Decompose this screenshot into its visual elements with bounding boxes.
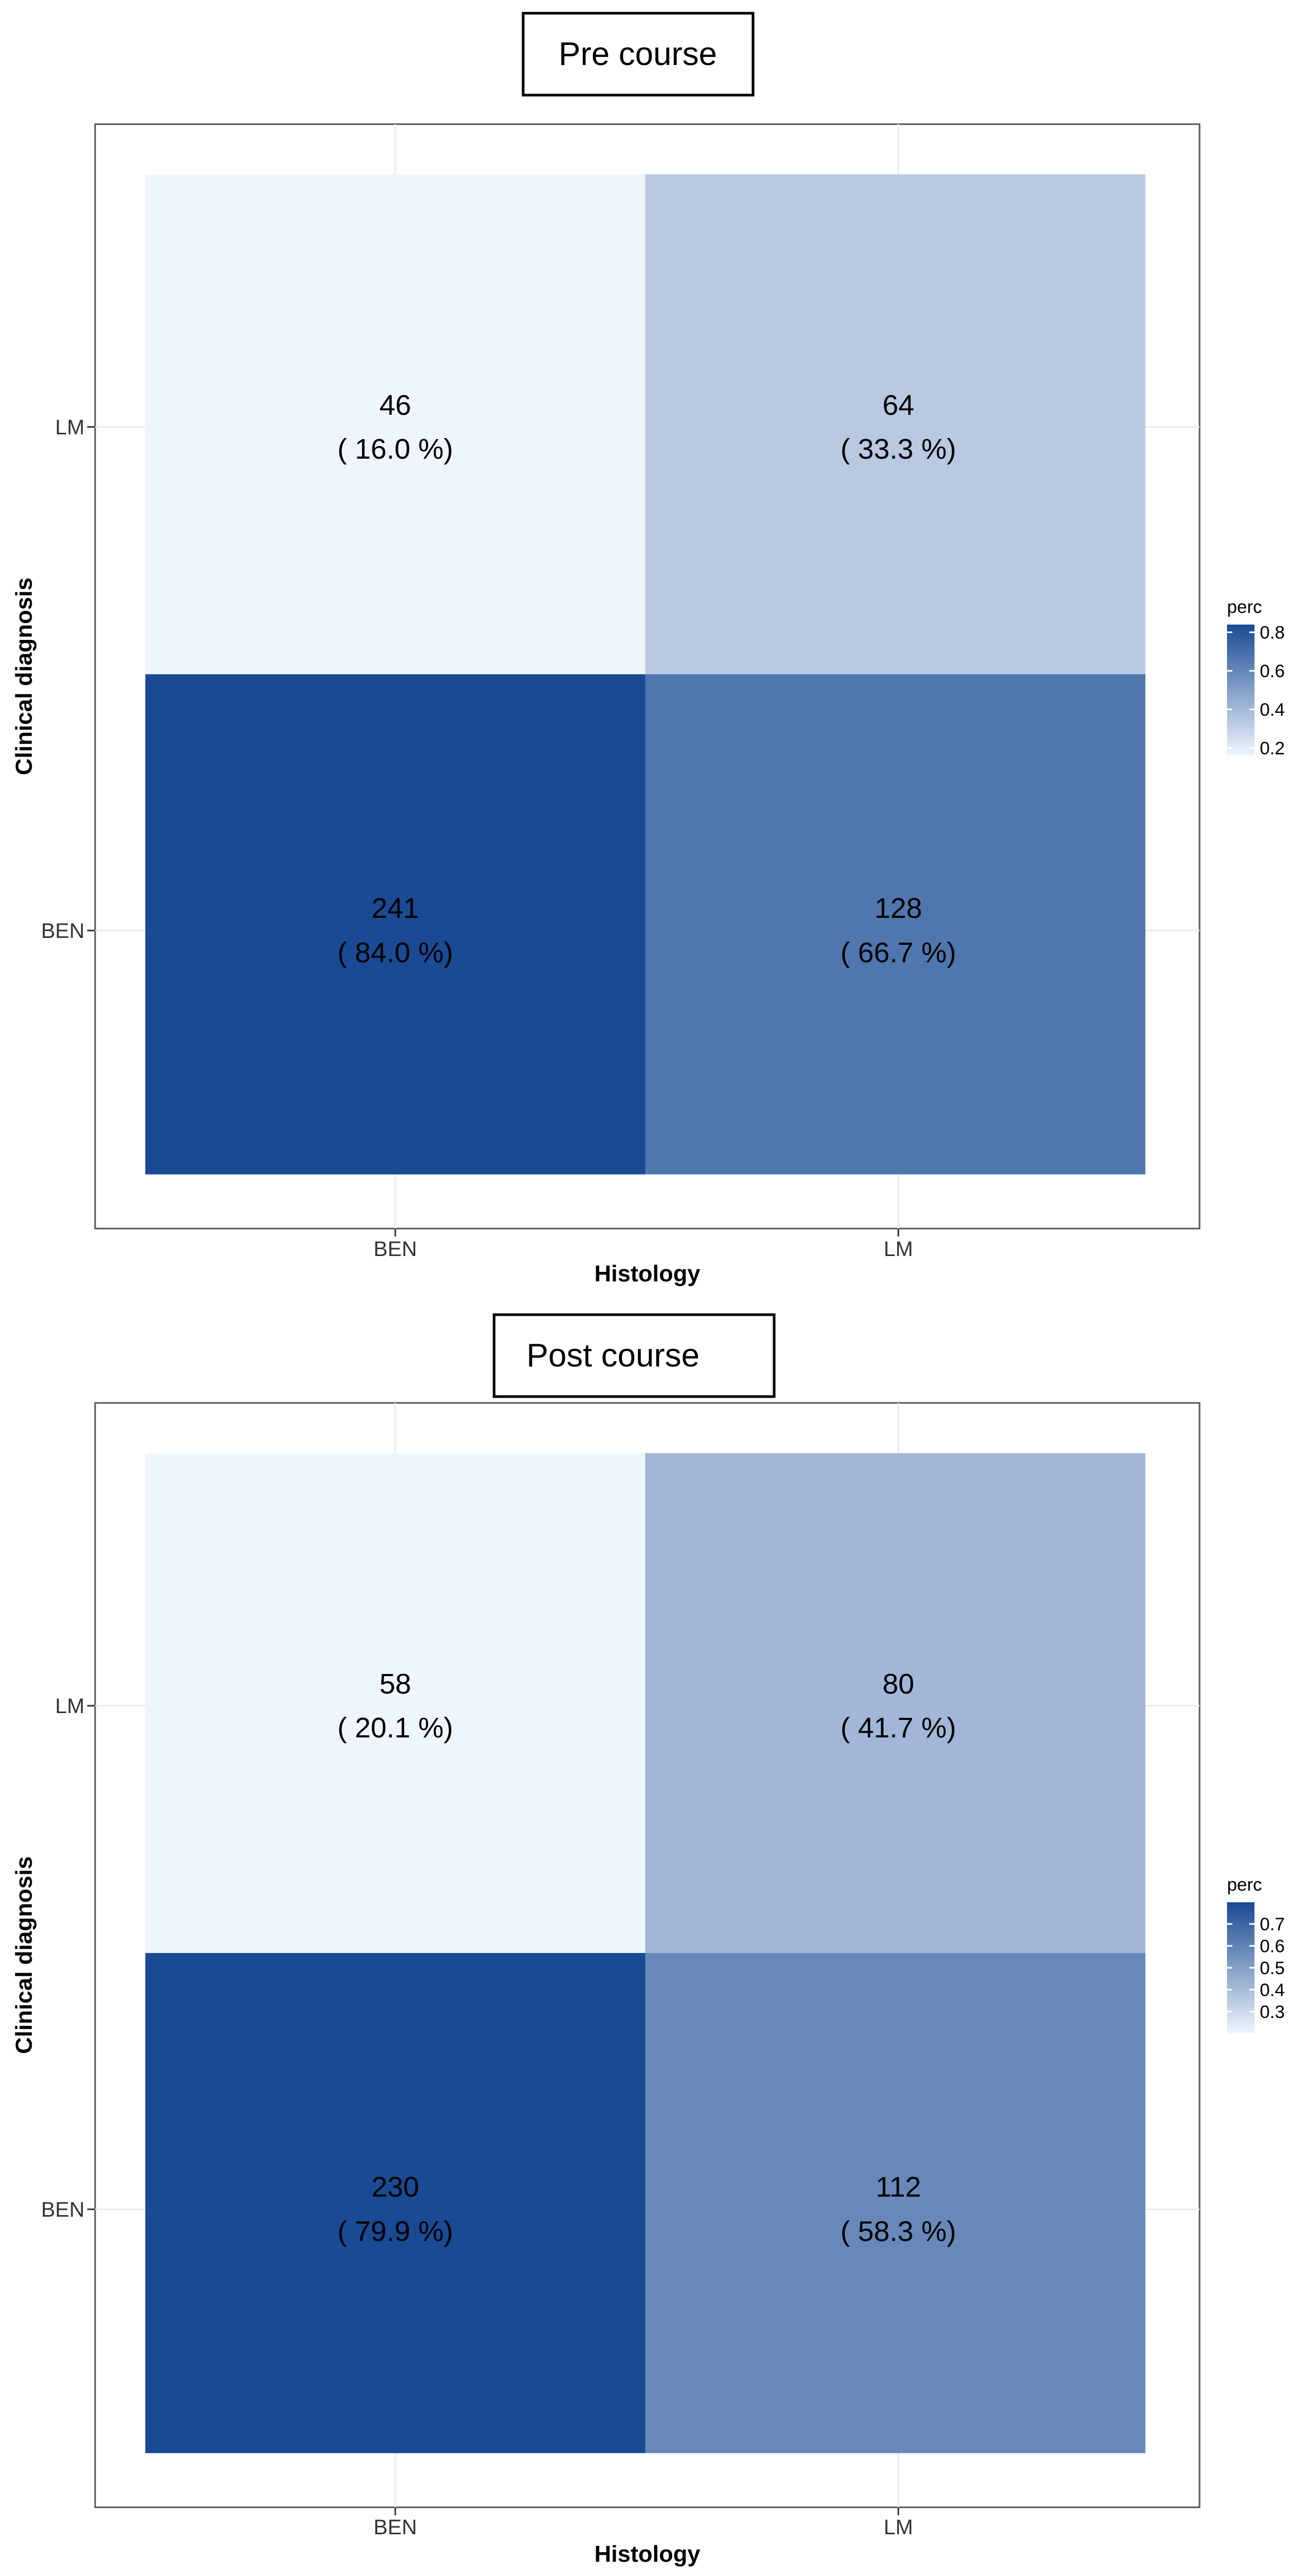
chart-title: Pre course [559, 36, 717, 72]
color-legend: perc 0.8 0.6 0.4 0.2 [1227, 597, 1285, 758]
legend-colorbar [1227, 625, 1254, 756]
heatmap-cell-ben-ben [145, 1953, 646, 2453]
cell-percent-ben-lm: ( 16.0 %) [337, 433, 453, 465]
cell-count-lm-ben: 112 [876, 2171, 921, 2203]
x-tick-label-ben: BEN [374, 1238, 417, 1261]
title-box [492, 1313, 776, 1398]
x-tick-label-lm: LM [884, 2516, 913, 2539]
y-tick-label-ben: BEN [41, 919, 85, 943]
legend-tick-label: 0.6 [1260, 1937, 1285, 1957]
legend-ticks: 0.70.60.50.40.3 [1227, 1914, 1285, 2022]
y-axis: LM BEN Clinical diagnosis [11, 1695, 95, 2221]
cell-count-ben-lm: 46 [379, 389, 411, 421]
y-axis-title: Clinical diagnosis [11, 578, 37, 775]
y-axis-title: Clinical diagnosis [11, 1856, 37, 2054]
y-tick-label-lm: LM [55, 1695, 85, 1718]
x-tick-label-lm: LM [884, 1238, 913, 1261]
cell-count-ben-ben: 241 [371, 892, 419, 924]
heatmap-cells [145, 1453, 1146, 2453]
title-box [522, 12, 755, 97]
cell-count-lm-ben: 128 [875, 892, 922, 924]
legend-tick-label: 0.6 [1260, 662, 1285, 682]
x-axis-title: Histology [594, 1261, 701, 1287]
x-axis: BEN LM Histology [374, 1229, 913, 1287]
cell-percent-lm-lm: ( 33.3 %) [840, 433, 956, 465]
legend-tick-label: 0.2 [1260, 738, 1285, 758]
heatmap-cell-labels: 46 ( 16.0 %) 64 ( 33.3 %) 241 ( 84.0 %) … [337, 389, 956, 969]
y-tick-label-lm: LM [55, 416, 85, 439]
cell-count-lm-lm: 64 [882, 389, 914, 421]
legend-ticks: 0.8 0.6 0.4 0.2 [1227, 623, 1285, 758]
heatmap-panel-pre: Pre course 46 ( 16.0 %) 64 ( 33.3 %) 241… [11, 12, 1285, 1287]
y-axis: LM BEN Clinical diagnosis [11, 416, 95, 943]
cell-percent-ben-lm: ( 20.1 %) [337, 1712, 453, 1744]
legend-tick-label: 0.4 [1260, 700, 1285, 720]
chart-title: Post course [526, 1337, 699, 1374]
heatmap-cell-lm-ben [645, 1953, 1146, 2453]
heatmap-cells [145, 174, 1146, 1175]
heatmap-cell-lm-lm [645, 174, 1146, 675]
cell-percent-ben-ben: ( 84.0 %) [337, 937, 453, 969]
legend-tick-label: 0.3 [1260, 2002, 1285, 2022]
heatmap-cell-lm-lm [645, 1453, 1146, 1954]
legend-tick-label: 0.5 [1260, 1958, 1285, 1978]
heatmap-cell-ben-ben [145, 674, 646, 1175]
cell-percent-lm-ben: ( 66.7 %) [840, 937, 956, 969]
cell-percent-ben-ben: ( 79.9 %) [337, 2216, 453, 2247]
heatmap-cell-ben-lm [145, 1453, 646, 1954]
legend-tick-label: 0.4 [1260, 1980, 1285, 2000]
cell-count-lm-lm: 80 [882, 1668, 914, 1700]
color-legend: perc 0.70.60.50.40.3 [1227, 1875, 1285, 2033]
heatmap-cell-labels: 58 ( 20.1 %) 80 ( 41.7 %) 230 ( 79.9 %) … [337, 1668, 956, 2247]
cell-percent-lm-ben: ( 58.3 %) [840, 2216, 956, 2247]
heatmap-cell-ben-lm [145, 174, 646, 675]
heatmap-cell-lm-ben [645, 674, 1146, 1175]
y-tick-label-ben: BEN [41, 2198, 85, 2221]
legend-tick-label: 0.7 [1260, 1914, 1285, 1935]
x-axis-title: Histology [594, 2541, 701, 2567]
cell-count-ben-lm: 58 [379, 1668, 411, 1700]
cell-percent-lm-lm: ( 41.7 %) [840, 1712, 956, 1744]
heatmap-panel-post: Post course 58 ( 20.1 %) 80 ( 41.7 %) 23… [11, 1313, 1285, 2567]
cell-count-ben-ben: 230 [371, 2171, 419, 2203]
x-axis: BEN LM Histology [374, 2507, 913, 2567]
x-tick-label-ben: BEN [374, 2516, 417, 2539]
legend-tick-label: 0.8 [1260, 623, 1285, 643]
legend-title: perc [1227, 1875, 1262, 1895]
legend-title: perc [1227, 597, 1262, 617]
